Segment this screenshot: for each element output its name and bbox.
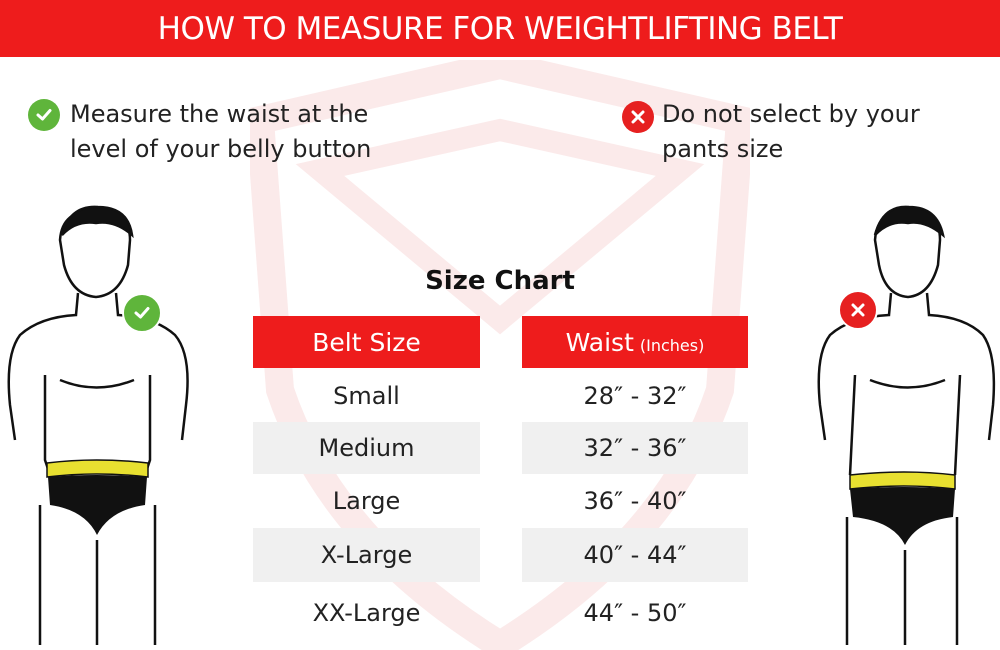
table-cell-size: Large: [332, 487, 401, 515]
table-cell-waist: 28″ - 32″: [583, 382, 687, 410]
table-cell-size: X-Large: [253, 528, 480, 582]
man-incorrect-figure: [817, 205, 996, 645]
tip-correct-text: Measure the waist at the level of your b…: [70, 100, 372, 163]
x-circle-icon: [838, 290, 878, 330]
check-circle-icon: [28, 99, 60, 131]
x-circle-icon: [622, 101, 654, 133]
tip-incorrect-text: Do not select by your pants size: [662, 100, 920, 163]
table-cell-waist: 32″ - 36″: [522, 422, 748, 474]
table-cell-waist: 44″ - 50″: [583, 599, 687, 627]
table-cell-size: Small: [333, 382, 400, 410]
title-banner: HOW TO MEASURE FOR WEIGHTLIFTING BELT: [0, 0, 1000, 57]
header-waist-label: Waist: [565, 327, 634, 357]
table-cell-waist: 40″ - 44″: [522, 528, 748, 582]
page-title: HOW TO MEASURE FOR WEIGHTLIFTING BELT: [157, 10, 843, 47]
man-correct-figure: [7, 205, 189, 645]
header-belt-size: Belt Size: [253, 316, 480, 368]
header-waist-unit: (Inches): [639, 335, 705, 355]
header-waist: Waist (Inches): [522, 316, 748, 368]
table-cell-waist: 36″ - 40″: [583, 487, 687, 515]
tip-incorrect: Do not select by your pants size: [662, 97, 952, 167]
size-chart-title: Size Chart: [425, 266, 575, 296]
table-cell-size: Medium: [253, 422, 480, 474]
table-cell-size: XX-Large: [312, 599, 421, 627]
check-circle-icon: [122, 293, 162, 333]
header-belt-size-label: Belt Size: [312, 327, 421, 357]
tip-correct: Measure the waist at the level of your b…: [70, 97, 400, 167]
